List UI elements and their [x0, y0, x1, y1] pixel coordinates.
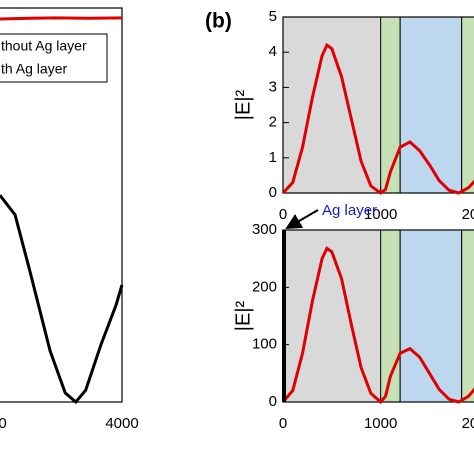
layer-region [461, 229, 474, 403]
plot-frame [0, 7, 123, 403]
annotation-arrow [285, 209, 319, 230]
legend-label: th Ag layer [1, 61, 67, 77]
y-tick-label: 5 [269, 8, 277, 25]
y-tick-label: 2 [269, 114, 277, 131]
x-tick-label: 4000 [105, 415, 138, 432]
y-axis-label: |E|² [232, 89, 254, 120]
data-line [281, 42, 474, 195]
x-tick-label: 2000 [0, 415, 7, 432]
x-tick-label: 0 [279, 206, 287, 223]
legend-box [0, 33, 108, 83]
y-tick-label: 0 [269, 184, 277, 201]
x-tick-label: 2000 [462, 206, 474, 223]
data-line [0, 194, 124, 405]
x-tick-label: 2000 [462, 415, 474, 432]
layer-region [461, 16, 474, 194]
data-line [281, 246, 474, 405]
y-tick-label: 100 [252, 336, 277, 353]
x-tick-label: 1000 [364, 415, 397, 432]
x-tick-label: 1000 [364, 206, 397, 223]
y-axis-label: |E|² [232, 300, 254, 331]
legend-label: thout Ag layer [1, 38, 87, 54]
y-tick-label: 1 [269, 149, 277, 166]
y-tick-label: 200 [252, 278, 277, 295]
y-tick-label: 300 [252, 221, 277, 238]
y-tick-label: 0 [269, 393, 277, 410]
plot-frame [282, 16, 474, 194]
panel-label: (b) [205, 10, 232, 33]
x-tick-label: 0 [279, 415, 287, 432]
y-tick-label: 3 [269, 78, 277, 95]
y-tick-label: 4 [269, 43, 277, 60]
annotation-text: Ag layer [322, 202, 377, 219]
layer-region [380, 16, 401, 194]
data-line [0, 16, 123, 21]
